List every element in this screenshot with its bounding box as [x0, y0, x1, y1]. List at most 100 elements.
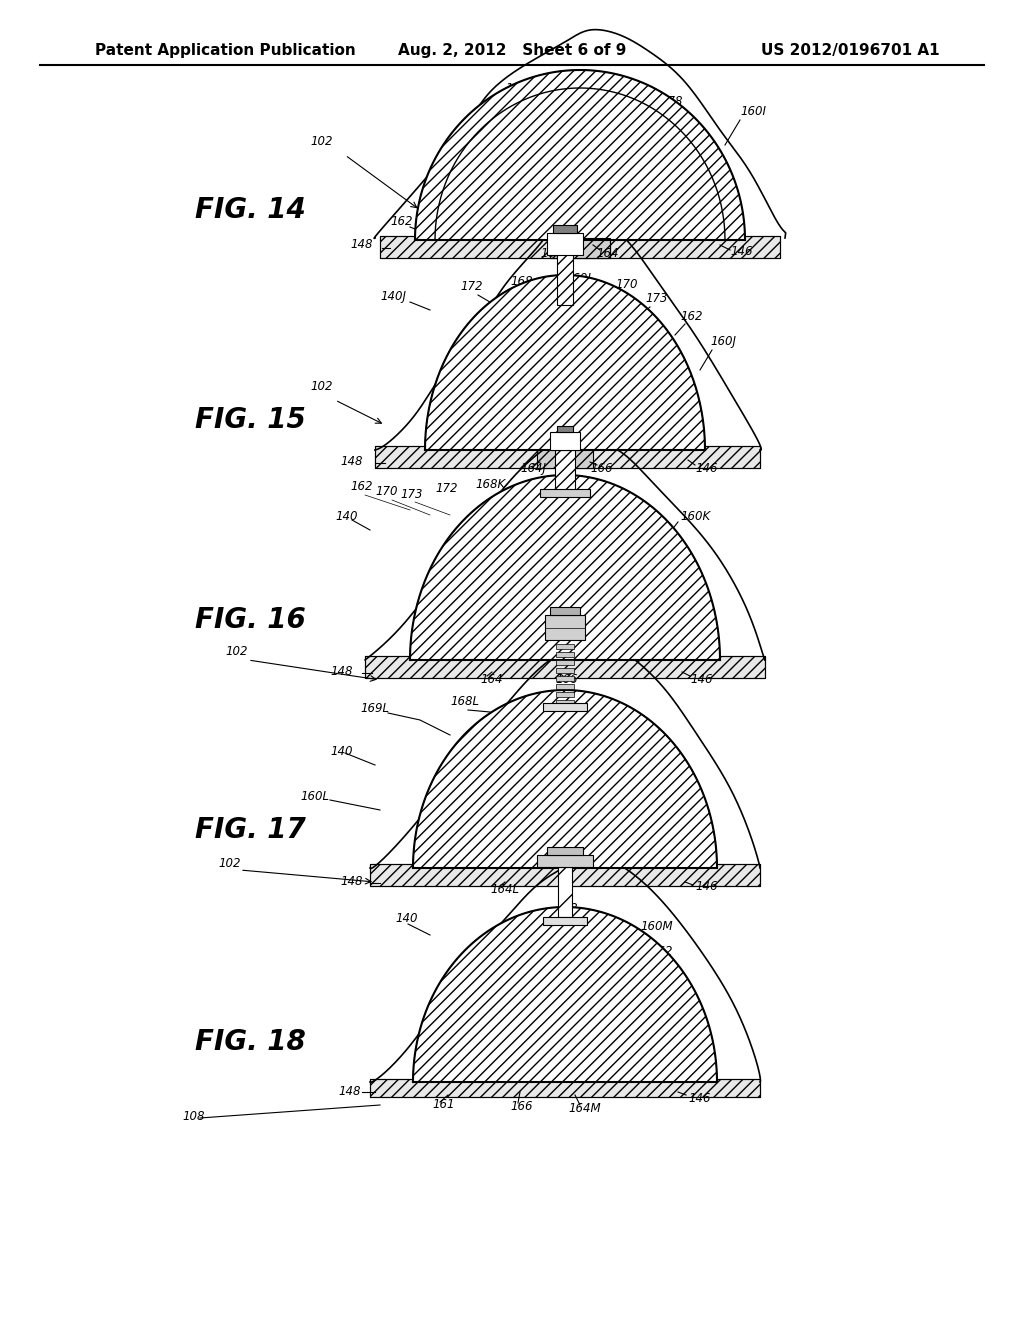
Bar [370, 865, 760, 886]
Text: 176: 176 [615, 81, 638, 92]
Text: 146: 146 [695, 462, 718, 475]
Text: 146: 146 [730, 246, 753, 257]
Text: 168L: 168L [450, 696, 479, 708]
Text: 146: 146 [695, 880, 718, 894]
Polygon shape [425, 275, 705, 450]
Bar [380, 236, 780, 257]
Text: 168: 168 [510, 275, 532, 288]
Text: 148: 148 [350, 238, 373, 251]
Bar [550, 607, 580, 615]
Text: 160M: 160M [640, 920, 673, 933]
Text: 164M: 164M [568, 1102, 601, 1115]
Text: 172: 172 [460, 280, 482, 293]
Text: FIG. 15: FIG. 15 [195, 407, 306, 434]
Text: 166: 166 [510, 1100, 532, 1113]
Text: 166: 166 [590, 462, 612, 475]
Bar [375, 446, 760, 469]
Bar [545, 615, 585, 640]
Bar [370, 865, 760, 886]
Bar [556, 644, 574, 649]
Bar [375, 446, 760, 469]
Text: FIG. 17: FIG. 17 [195, 816, 306, 843]
Bar [365, 656, 765, 678]
Text: 162: 162 [680, 310, 702, 323]
Text: 162: 162 [650, 945, 673, 958]
Text: 164: 164 [596, 247, 618, 260]
Text: 162: 162 [350, 480, 373, 492]
Text: 169: 169 [520, 490, 543, 503]
Text: 140I: 140I [505, 82, 531, 95]
Text: 102: 102 [225, 645, 248, 657]
Bar [555, 450, 575, 495]
Text: Patent Application Publication: Patent Application Publication [95, 42, 355, 58]
Text: 164J: 164J [520, 462, 546, 475]
Text: 161: 161 [432, 1098, 455, 1111]
Text: 102: 102 [310, 380, 333, 393]
Bar [556, 660, 574, 665]
Text: 146: 146 [688, 1092, 711, 1105]
Text: 160L: 160L [300, 789, 329, 803]
Text: 102: 102 [310, 135, 333, 148]
Polygon shape [413, 907, 717, 1082]
Bar [556, 652, 574, 657]
Bar [370, 1078, 760, 1097]
Bar [557, 249, 573, 305]
Bar [537, 447, 593, 469]
Text: 140J: 140J [380, 290, 406, 304]
Text: 172: 172 [435, 482, 458, 495]
Text: 160I: 160I [740, 106, 766, 117]
Text: 173: 173 [400, 488, 423, 502]
Text: 148: 148 [330, 665, 352, 678]
Polygon shape [410, 475, 720, 660]
Bar [543, 704, 587, 711]
Text: 173: 173 [645, 292, 668, 305]
Bar [556, 692, 574, 697]
Text: 168K: 168K [475, 478, 505, 491]
Text: FIG. 16: FIG. 16 [195, 606, 306, 634]
Bar [556, 684, 574, 689]
Text: 164: 164 [480, 673, 503, 686]
Text: 164L: 164L [490, 883, 519, 896]
Bar [550, 238, 610, 257]
Text: 148: 148 [340, 455, 362, 469]
Bar [370, 1078, 760, 1097]
Text: 148: 148 [340, 875, 362, 888]
Text: US 2012/0196701 A1: US 2012/0196701 A1 [762, 42, 940, 58]
Text: 160K: 160K [680, 510, 711, 523]
Bar [365, 656, 765, 678]
Text: 148: 148 [338, 1085, 360, 1098]
Text: 178: 178 [660, 95, 683, 108]
Bar [543, 917, 587, 925]
Text: 169L: 169L [360, 702, 389, 715]
Text: 102: 102 [218, 857, 241, 870]
Text: 162: 162 [645, 755, 668, 768]
Bar [556, 676, 574, 681]
Text: 168: 168 [555, 902, 578, 915]
Text: 170: 170 [375, 484, 397, 498]
Text: 146: 146 [690, 673, 713, 686]
Bar [550, 432, 580, 450]
Bar [556, 668, 574, 673]
Text: FIG. 18: FIG. 18 [195, 1028, 306, 1056]
Bar [537, 855, 593, 867]
Bar [558, 867, 572, 917]
Text: 140: 140 [330, 744, 352, 758]
Bar [540, 488, 590, 498]
Bar [380, 236, 780, 257]
Text: FIG. 14: FIG. 14 [195, 195, 306, 224]
Text: 169J: 169J [565, 272, 591, 285]
Bar [557, 426, 573, 432]
Bar [547, 847, 583, 855]
Text: 162: 162 [390, 215, 413, 228]
Text: 160J: 160J [710, 335, 736, 348]
Text: Aug. 2, 2012   Sheet 6 of 9: Aug. 2, 2012 Sheet 6 of 9 [397, 42, 627, 58]
Text: 166: 166 [540, 247, 562, 260]
Text: 108: 108 [182, 1110, 205, 1123]
Bar [550, 238, 610, 257]
Text: 140: 140 [335, 510, 357, 523]
Text: 166: 166 [555, 673, 578, 686]
Bar [553, 224, 577, 234]
Text: 175: 175 [570, 78, 593, 91]
Bar [547, 234, 583, 255]
Polygon shape [415, 70, 745, 240]
